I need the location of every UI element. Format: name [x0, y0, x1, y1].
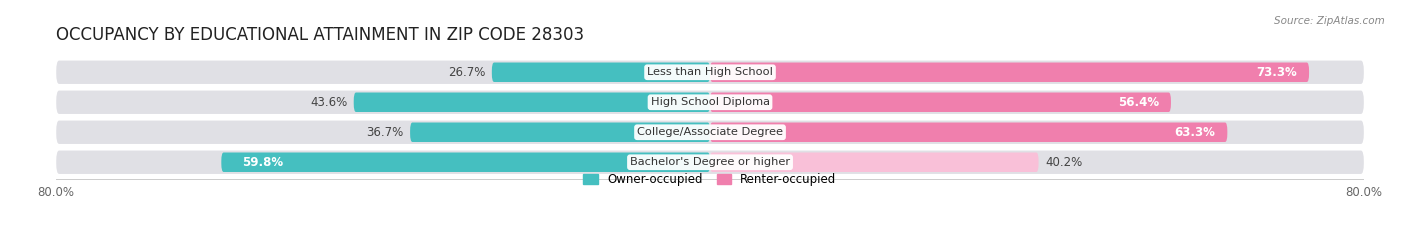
FancyBboxPatch shape [56, 61, 1364, 84]
Text: 73.3%: 73.3% [1256, 66, 1296, 79]
Text: Source: ZipAtlas.com: Source: ZipAtlas.com [1274, 16, 1385, 26]
Text: 26.7%: 26.7% [449, 66, 485, 79]
FancyBboxPatch shape [710, 152, 1039, 172]
Text: 63.3%: 63.3% [1174, 126, 1215, 139]
Text: 43.6%: 43.6% [309, 96, 347, 109]
Text: 56.4%: 56.4% [1118, 96, 1159, 109]
Legend: Owner-occupied, Renter-occupied: Owner-occupied, Renter-occupied [583, 173, 837, 186]
FancyBboxPatch shape [56, 151, 1364, 174]
FancyBboxPatch shape [56, 120, 1364, 144]
FancyBboxPatch shape [56, 91, 1364, 114]
FancyBboxPatch shape [411, 123, 710, 142]
Text: High School Diploma: High School Diploma [651, 97, 769, 107]
Text: Less than High School: Less than High School [647, 67, 773, 77]
FancyBboxPatch shape [354, 93, 710, 112]
FancyBboxPatch shape [221, 152, 710, 172]
Text: 36.7%: 36.7% [367, 126, 404, 139]
FancyBboxPatch shape [710, 123, 1227, 142]
Text: Bachelor's Degree or higher: Bachelor's Degree or higher [630, 157, 790, 167]
Text: 40.2%: 40.2% [1045, 156, 1083, 169]
Text: OCCUPANCY BY EDUCATIONAL ATTAINMENT IN ZIP CODE 28303: OCCUPANCY BY EDUCATIONAL ATTAINMENT IN Z… [56, 26, 585, 44]
FancyBboxPatch shape [710, 62, 1309, 82]
FancyBboxPatch shape [492, 62, 710, 82]
FancyBboxPatch shape [710, 93, 1171, 112]
Text: 59.8%: 59.8% [242, 156, 283, 169]
Text: College/Associate Degree: College/Associate Degree [637, 127, 783, 137]
